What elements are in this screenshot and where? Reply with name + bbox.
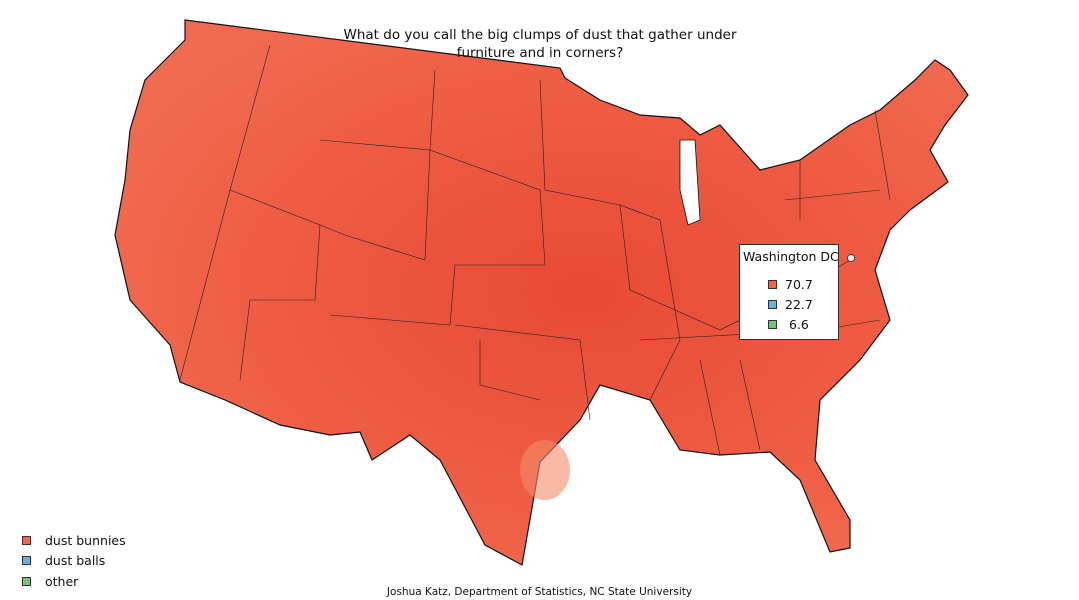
legend-label: dust balls: [45, 553, 106, 569]
legend-item-other[interactable]: other: [22, 571, 126, 592]
tooltip-location: Washington DC: [743, 249, 839, 264]
credit: Joshua Katz, Department of Statistics, N…: [386, 586, 693, 598]
legend-item-dust-bunnies[interactable]: dust bunnies: [22, 530, 126, 551]
location-tooltip: Washington DC 70.7 22.7 6.6: [739, 244, 839, 340]
title-line-1: What do you call the big clumps of dust …: [343, 27, 737, 43]
tooltip-row-other: 6.6: [768, 317, 809, 332]
legend-label: other: [45, 573, 79, 589]
legend-swatch: [22, 535, 31, 545]
legend: dust bunnies dust balls other: [22, 530, 126, 592]
swatch-other: [768, 320, 777, 329]
tooltip-value: 70.7: [785, 277, 813, 292]
swatch-dust-bunnies: [768, 280, 777, 289]
tooltip-value: 6.6: [789, 317, 809, 332]
legend-item-dust-balls[interactable]: dust balls: [22, 551, 126, 572]
title-line-2: furniture and in corners?: [456, 45, 624, 61]
us-outline[interactable]: [114, 19, 969, 566]
tooltip-value: 22.7: [785, 297, 813, 312]
legend-swatch: [22, 556, 31, 566]
legend-label: dust bunnies: [45, 532, 126, 548]
lighter-region: [520, 440, 570, 500]
swatch-dust-balls: [768, 300, 777, 309]
lake-michigan: [679, 139, 701, 226]
legend-swatch: [22, 576, 31, 586]
dc-marker[interactable]: [847, 254, 855, 262]
map-title: What do you call the big clumps of dust …: [340, 26, 740, 62]
tooltip-row-dust-balls: 22.7: [768, 297, 813, 312]
tooltip-row-dust-bunnies: 70.7: [768, 277, 813, 292]
